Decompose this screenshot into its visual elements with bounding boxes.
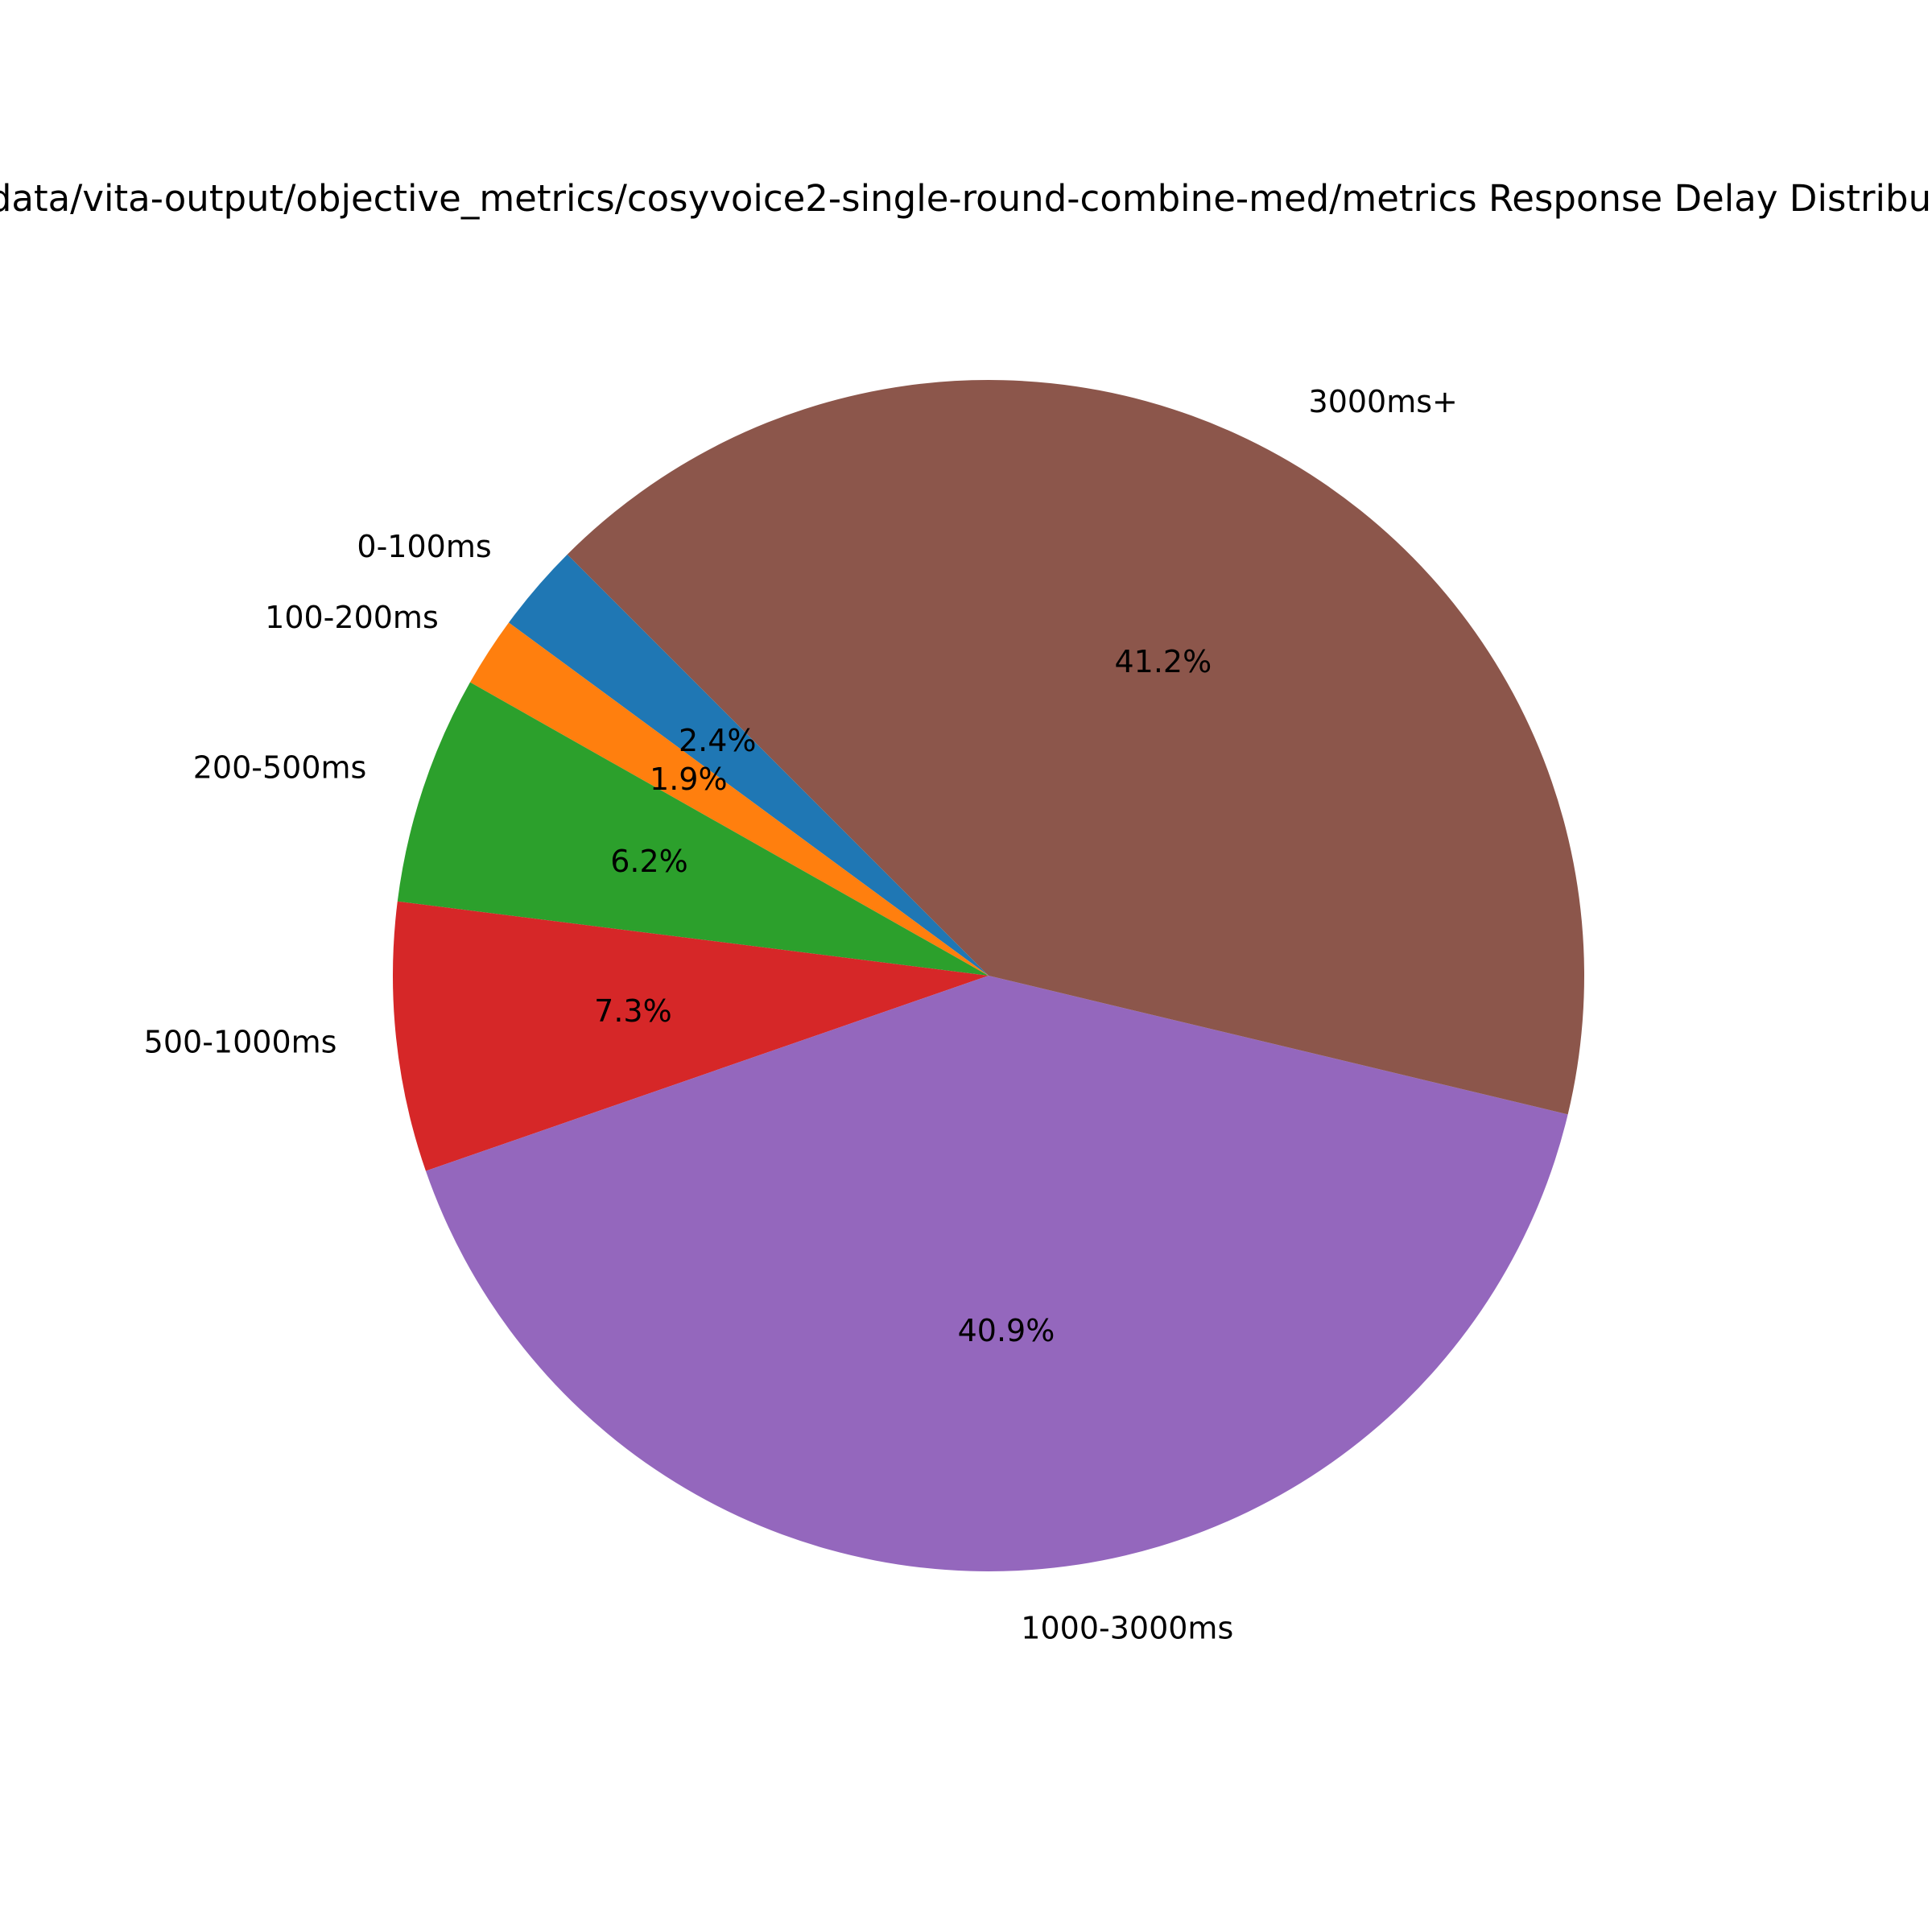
slice-label: 200-500ms xyxy=(193,749,367,785)
chart-title: /data/vita-output/objective_metrics/cosy… xyxy=(0,177,1932,220)
pie-slice-1000-3000ms xyxy=(425,976,1568,1572)
pie-slice-3000ms- xyxy=(567,379,1584,1115)
pie-slice-200-500ms xyxy=(397,682,989,976)
slice-labels: 0-100ms 100-200ms 200-500ms 500-1000ms 1000-… xyxy=(144,384,1458,1645)
percent-label: 41.2% xyxy=(1114,644,1212,679)
percent-label: 7.3% xyxy=(594,993,672,1029)
pie-slice-100-200ms xyxy=(469,622,989,976)
pie-slice-0-100ms xyxy=(509,554,989,976)
percent-label: 1.9% xyxy=(650,762,728,797)
percent-label: 6.2% xyxy=(610,844,688,879)
slice-label: 100-200ms xyxy=(265,600,439,635)
pie-slice-500-1000ms xyxy=(392,901,989,1171)
pie-slices xyxy=(392,379,1584,1572)
slice-label: 1000-3000ms xyxy=(1021,1611,1233,1646)
slice-label: 0-100ms xyxy=(357,529,491,564)
slice-label: 500-1000ms xyxy=(144,1024,337,1059)
percent-label: 40.9% xyxy=(958,1313,1055,1348)
percent-label: 2.4% xyxy=(679,723,757,758)
percent-labels: 2.4% 1.9% 6.2% 7.3% 40.9% 41.2% xyxy=(594,644,1212,1348)
slice-label: 3000ms+ xyxy=(1309,384,1458,419)
